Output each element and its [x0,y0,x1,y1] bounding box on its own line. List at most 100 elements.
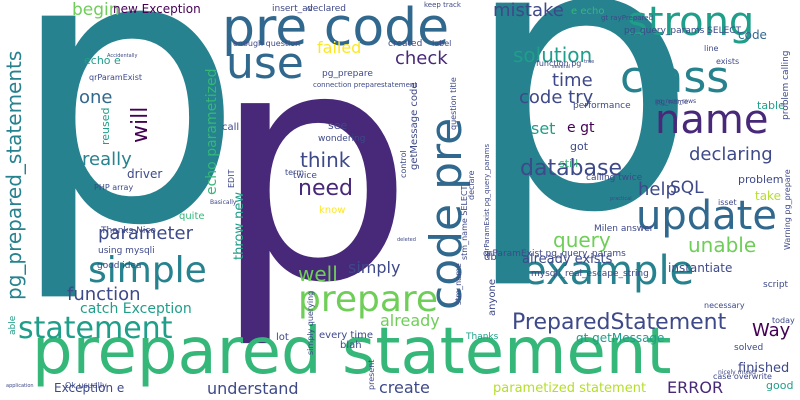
cloud-word: call [222,122,240,133]
cloud-word: gt getMessage [576,331,665,345]
cloud-word: prepare [298,279,439,320]
cloud-word: several [552,64,571,70]
cloud-word: db [484,252,497,263]
cloud-word: failed [317,38,362,57]
cloud-word: new Exception [113,2,201,16]
cloud-word: gt rayPrepared [601,14,654,22]
cloud-word: mistake [493,0,564,21]
cloud-word: take [755,189,781,203]
cloud-word: Ok usually [65,381,107,390]
cloud-word: Basically [210,199,237,206]
cloud-word: Milen answer [594,224,654,234]
cloud-word: function [67,284,141,305]
cloud-word: good [766,379,794,392]
cloud-word: mysqli_real_escape_string [531,269,649,279]
cloud-word: pg_query_params SELECT [624,26,742,36]
cloud-word: control [399,150,408,178]
cloud-word: solved [734,343,764,353]
cloud-word: practical [610,196,632,202]
cloud-word: term [285,168,304,177]
cloud-word: stm_name [454,263,463,305]
cloud-word: every time [319,330,374,341]
cloud-word: parameter [98,223,194,244]
cloud-word: still [559,157,579,170]
cloud-word: driver [127,167,163,181]
cloud-word: isset [718,198,737,207]
cloud-word: simply [348,258,401,277]
cloud-word: set [531,119,556,138]
cloud-word: need [298,176,353,201]
cloud-word: ERROR [667,378,724,397]
cloud-word: finished [738,361,790,376]
cloud-word: lot [276,332,289,343]
cloud-word: check [395,48,448,69]
cloud-word: statement [18,311,173,346]
cloud-word: SQL [670,178,704,198]
cloud-word: declare [467,170,476,200]
cloud-word: already [380,311,440,330]
cloud-word: instantiate [668,261,733,275]
cloud-word: create [379,378,430,397]
cloud-word: update [636,193,777,239]
cloud-word: Accidentally [107,53,138,59]
cloud-word: catch Exception [80,301,192,317]
cloud-word: p [8,0,245,307]
cloud-word: one [79,87,113,108]
cloud-word: prepared statement [32,315,672,389]
cloud-word: simply querying [306,290,315,355]
cloud-word: exists [716,57,740,66]
cloud-word: unable [688,233,757,257]
cloud-word: understand [207,379,299,398]
cloud-word: pg_name [656,98,689,106]
cloud-word: will [128,106,153,143]
cloud-word: database [520,156,622,181]
cloud-word: calling twice [586,173,643,183]
cloud-word: code try [519,87,594,108]
cloud-word: declaring [689,144,773,165]
cloud-word: well [298,262,338,286]
cloud-word: stm_name SELECT [460,185,469,260]
cloud-word: echo e [84,54,121,67]
cloud-word: Thanks [466,332,499,342]
cloud-word: really [82,149,132,170]
cloud-word: think [300,148,351,172]
cloud-word: name [655,97,769,143]
cloud-word: quite [179,211,205,222]
cloud-word: already exists [522,252,613,267]
cloud-word: PreparedStatement [512,310,727,335]
cloud-word: Warning pg_prepare [783,169,792,250]
cloud-word: able [8,315,18,335]
cloud-word: help [638,179,677,200]
cloud-word: reused [99,107,112,145]
cloud-word: Thanks Nico [101,226,156,236]
cloud-word: good idea [97,261,142,271]
cloud-word: table [757,99,785,112]
cloud-word: e gt [567,120,595,136]
cloud-word: simple [88,250,207,291]
cloud-word: problem [738,173,784,186]
cloud-word: deleted [397,237,416,243]
cloud-word: Exception e [54,381,125,395]
cloud-word: p [462,0,699,294]
cloud-word: pg_num_rows [655,98,697,105]
cloud-word: today [772,316,795,325]
cloud-word: enough question [233,39,301,48]
cloud-word: qrParamExist pg_query_params [483,249,626,259]
cloud-word: anyone [487,279,498,316]
cloud-word: EDIT [227,169,236,188]
cloud-word: necessary [704,301,745,310]
cloud-word: pre code [222,0,450,58]
cloud-word: code [738,28,767,42]
cloud-word: qrParamExist [89,73,143,82]
cloud-word: line [704,44,719,53]
cloud-word: wondering [318,134,366,144]
cloud-word: class [620,52,730,103]
cloud-word: label [432,39,452,48]
cloud-word: created [388,39,423,49]
cloud-word: echo parametized [204,68,220,195]
cloud-word: e echo [571,6,605,17]
cloud-word: function pg [536,59,582,68]
cloud-word: p [212,0,414,352]
cloud-word: present [367,359,376,390]
